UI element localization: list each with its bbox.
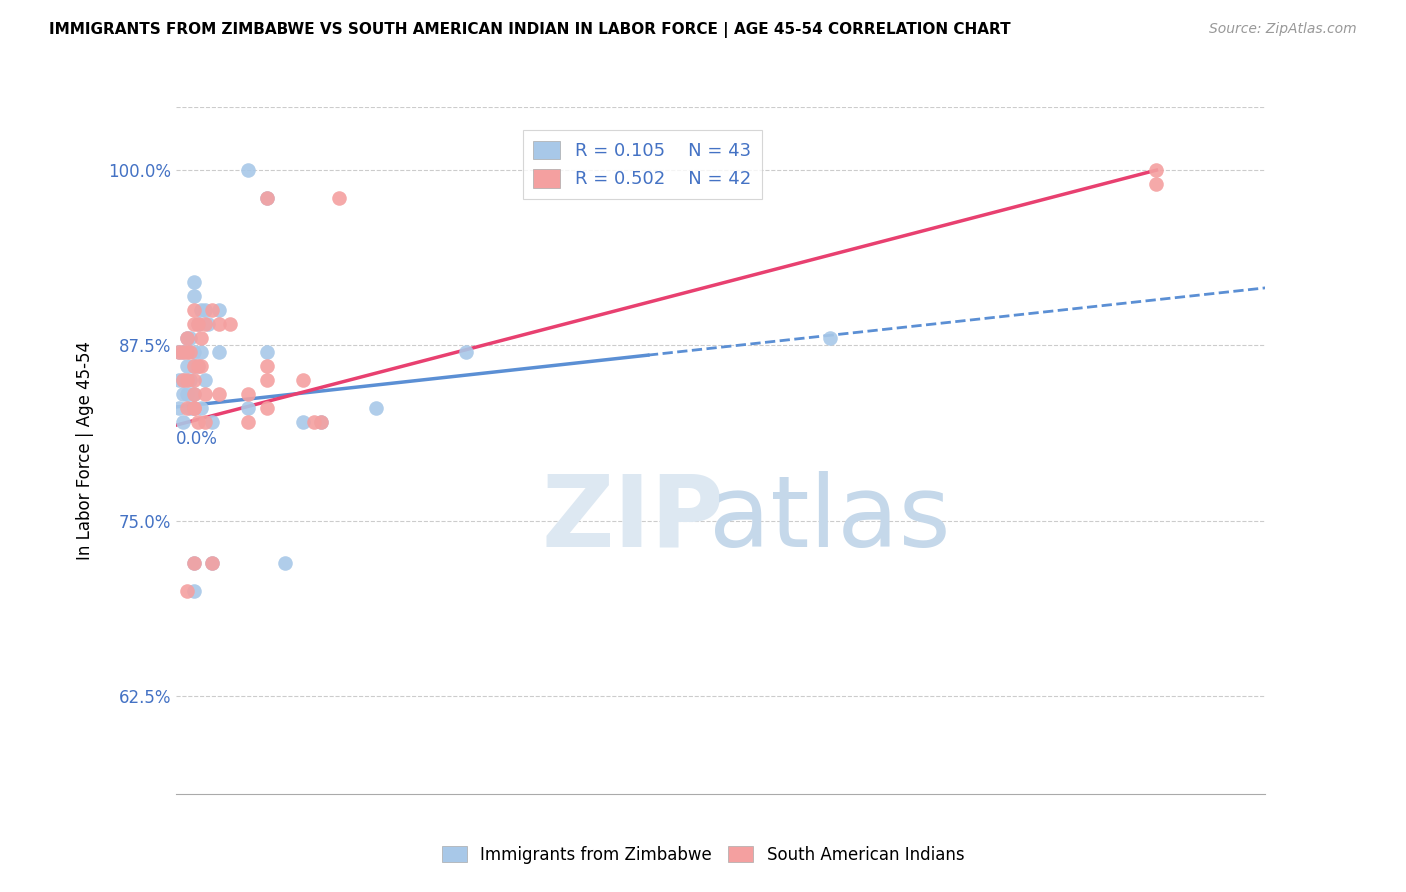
Point	[291, 373, 314, 387]
Point	[172, 345, 194, 359]
Point	[186, 416, 209, 430]
Point	[238, 416, 260, 430]
Point	[238, 387, 260, 401]
Point	[291, 416, 314, 430]
Point	[818, 331, 841, 345]
Point	[194, 416, 217, 430]
Point	[169, 373, 191, 387]
Point	[201, 556, 224, 570]
Point	[169, 345, 191, 359]
Point	[179, 331, 201, 345]
Point	[309, 416, 332, 430]
Point	[183, 387, 205, 401]
Text: 0.0%: 0.0%	[176, 430, 218, 448]
Point	[186, 359, 209, 374]
Text: IMMIGRANTS FROM ZIMBABWE VS SOUTH AMERICAN INDIAN IN LABOR FORCE | AGE 45-54 COR: IMMIGRANTS FROM ZIMBABWE VS SOUTH AMERIC…	[49, 22, 1011, 38]
Point	[194, 303, 217, 318]
Point	[183, 318, 205, 332]
Point	[169, 401, 191, 416]
Point	[274, 556, 297, 570]
Point	[364, 401, 387, 416]
Point	[256, 345, 278, 359]
Y-axis label: In Labor Force | Age 45-54: In Labor Force | Age 45-54	[76, 341, 94, 560]
Point	[190, 401, 212, 416]
Text: atlas: atlas	[709, 471, 950, 567]
Point	[328, 191, 350, 205]
Point	[176, 373, 198, 387]
Point	[208, 303, 231, 318]
Point	[183, 345, 205, 359]
Point	[183, 303, 205, 318]
Point	[208, 387, 231, 401]
Point	[194, 318, 217, 332]
Point	[208, 345, 231, 359]
Point	[176, 359, 198, 374]
Point	[1146, 163, 1168, 178]
Point	[309, 416, 332, 430]
Point	[183, 359, 205, 374]
Point	[190, 331, 212, 345]
Point	[201, 416, 224, 430]
Point	[176, 331, 198, 345]
Point	[172, 373, 194, 387]
Legend: R = 0.105    N = 43, R = 0.502    N = 42: R = 0.105 N = 43, R = 0.502 N = 42	[523, 130, 762, 199]
Point	[183, 289, 205, 303]
Point	[238, 401, 260, 416]
Point	[183, 359, 205, 374]
Point	[176, 387, 198, 401]
Text: Source: ZipAtlas.com: Source: ZipAtlas.com	[1209, 22, 1357, 37]
Point	[201, 303, 224, 318]
Point	[183, 401, 205, 416]
Point	[169, 345, 191, 359]
Point	[190, 303, 212, 318]
Point	[172, 345, 194, 359]
Point	[1146, 177, 1168, 191]
Point	[176, 345, 198, 359]
Point	[190, 345, 212, 359]
Point	[194, 373, 217, 387]
Point	[176, 401, 198, 416]
Point	[186, 359, 209, 374]
Point	[183, 556, 205, 570]
Point	[186, 318, 209, 332]
Point	[190, 359, 212, 374]
Text: ZIP: ZIP	[541, 471, 725, 567]
Point	[201, 556, 224, 570]
Point	[176, 583, 198, 598]
Point	[179, 345, 201, 359]
Point	[183, 401, 205, 416]
Point	[179, 373, 201, 387]
Point	[183, 583, 205, 598]
Point	[256, 191, 278, 205]
Point	[172, 387, 194, 401]
Point	[219, 318, 242, 332]
Legend: Immigrants from Zimbabwe, South American Indians: Immigrants from Zimbabwe, South American…	[434, 839, 972, 871]
Point	[186, 318, 209, 332]
Point	[456, 345, 478, 359]
Point	[256, 359, 278, 374]
Point	[302, 416, 325, 430]
Point	[256, 373, 278, 387]
Point	[176, 331, 198, 345]
Point	[208, 318, 231, 332]
Point	[183, 387, 205, 401]
Point	[172, 416, 194, 430]
Point	[194, 387, 217, 401]
Point	[256, 401, 278, 416]
Point	[172, 373, 194, 387]
Point	[183, 275, 205, 289]
Point	[197, 318, 219, 332]
Point	[179, 401, 201, 416]
Point	[256, 191, 278, 205]
Point	[238, 163, 260, 178]
Point	[183, 373, 205, 387]
Point	[183, 556, 205, 570]
Point	[183, 401, 205, 416]
